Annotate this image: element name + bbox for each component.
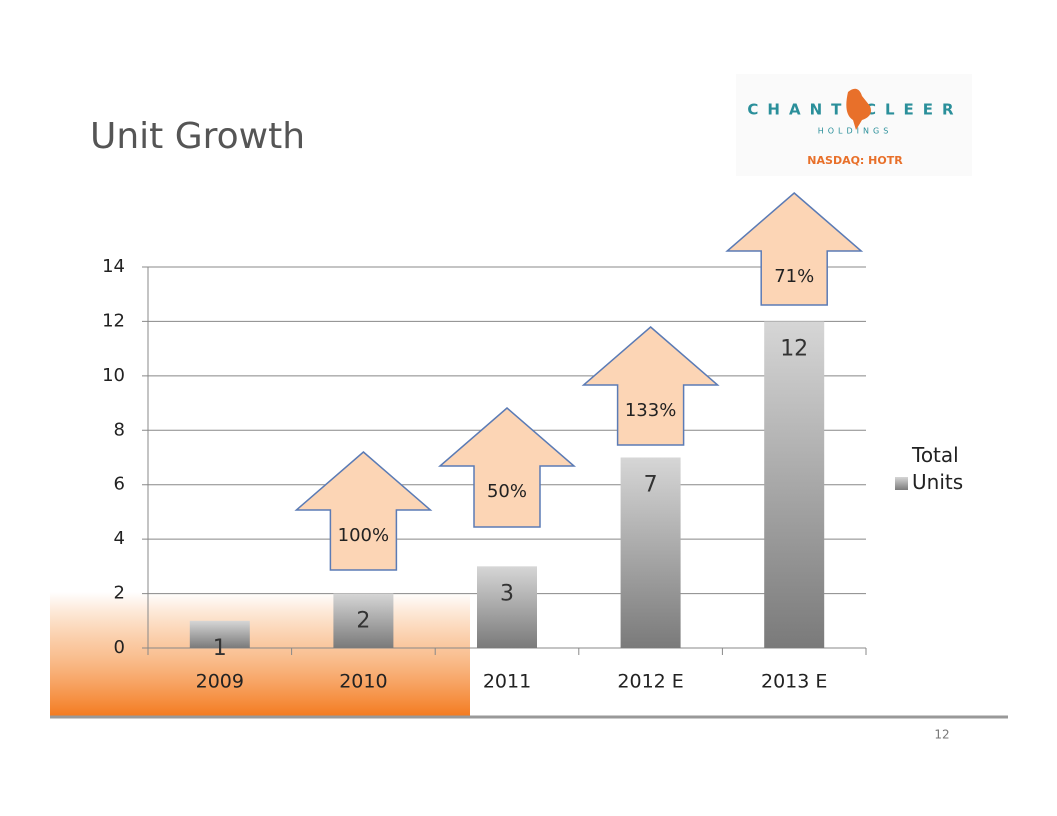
y-tick-label: 6: [114, 474, 125, 495]
bar: [189, 620, 250, 648]
slide-title: Unit Growth: [90, 116, 305, 157]
logo-subtitle: HOLDINGS: [818, 127, 893, 136]
x-tick-label: 2009: [196, 671, 244, 693]
x-tick-label: 2010: [339, 671, 387, 693]
legend-label: Total Units: [912, 443, 964, 494]
data-label: 7: [644, 473, 658, 498]
logo-ticker: NASDAQ: HOTR: [807, 154, 903, 167]
bar: [764, 321, 825, 648]
growth-arrow: [294, 451, 433, 571]
y-tick-label: 8: [114, 419, 125, 440]
decor-band: [50, 592, 470, 716]
x-tick-label: 2012 E: [617, 671, 683, 693]
growth-label: 133%: [625, 400, 676, 421]
data-label: 12: [780, 336, 808, 361]
growth-arrow: [725, 192, 864, 306]
y-tick-label: 14: [102, 256, 125, 277]
data-label: 1: [213, 636, 227, 661]
y-tick-label: 12: [102, 310, 125, 331]
data-label: 2: [356, 609, 370, 634]
growth-label: 100%: [338, 525, 389, 546]
logo-rooster: [846, 88, 871, 130]
bar: [477, 566, 537, 648]
x-tick-label: 2013 E: [761, 671, 827, 693]
bar: [620, 457, 681, 648]
y-tick-label: 10: [102, 365, 125, 386]
growth-label: 50%: [487, 481, 527, 502]
x-tick-label: 2011: [483, 671, 531, 693]
y-tick-label: 0: [114, 637, 125, 658]
growth-label: 71%: [774, 266, 814, 287]
growth-arrow: [581, 326, 720, 446]
growth-arrow: [437, 407, 577, 528]
y-tick-label: 4: [114, 528, 125, 549]
data-label: 3: [500, 581, 514, 606]
legend-swatch: [895, 477, 908, 490]
page-number: 12: [934, 728, 949, 742]
y-tick-label: 2: [114, 583, 125, 604]
bar: [333, 593, 394, 648]
